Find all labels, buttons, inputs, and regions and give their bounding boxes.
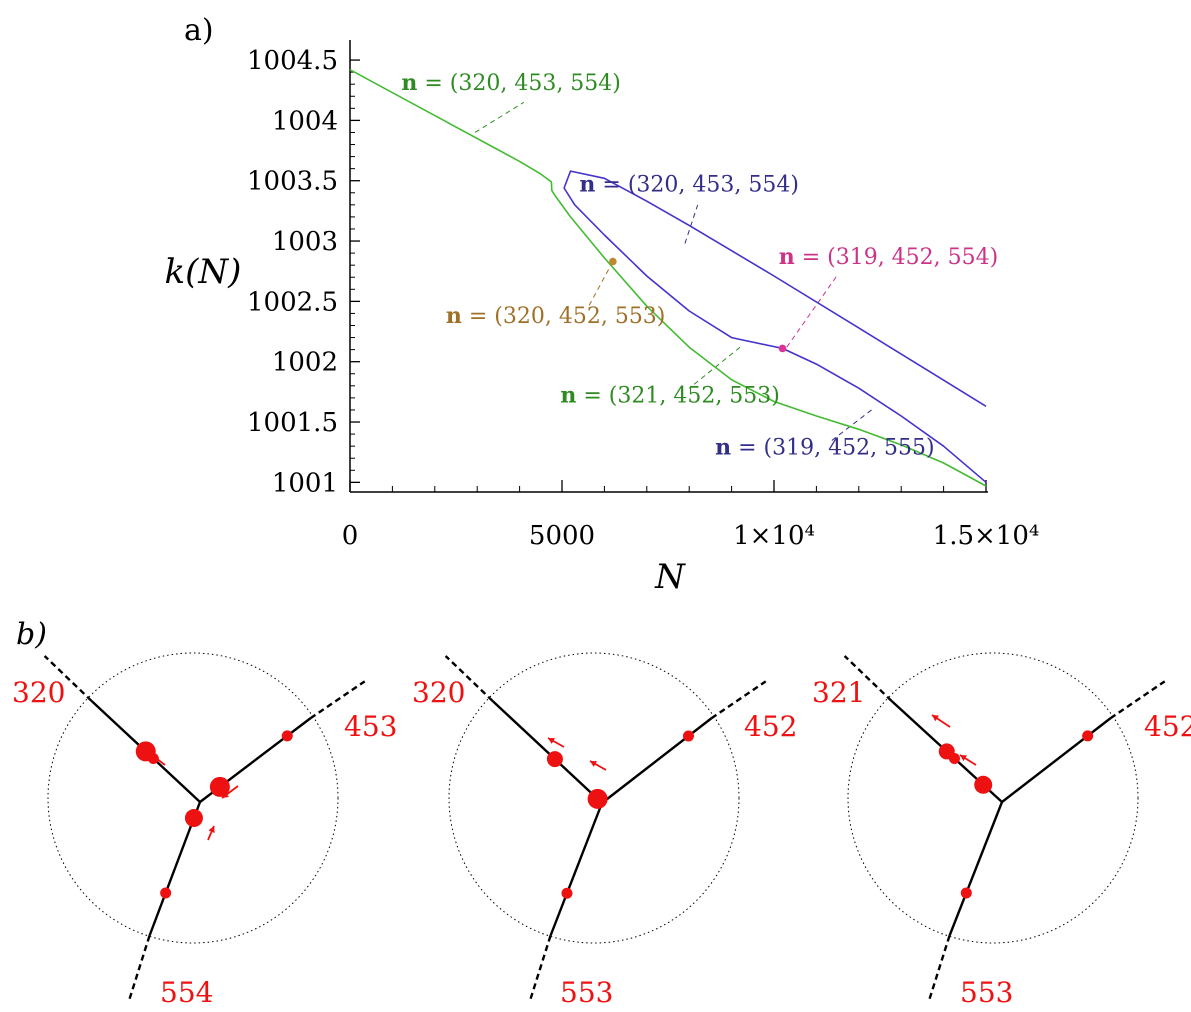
edge-dashed bbox=[529, 935, 552, 1000]
edge-label: 452 bbox=[744, 710, 797, 743]
large-node bbox=[546, 751, 563, 768]
y-tick-label: 1001.5 bbox=[247, 408, 338, 438]
edge-label: 452 bbox=[1144, 710, 1191, 743]
y-tick-label: 1002.5 bbox=[247, 287, 338, 317]
x-tick-label: 1×10⁴ bbox=[733, 521, 815, 551]
series-line-1 bbox=[349, 68, 987, 487]
small-node bbox=[682, 730, 694, 742]
data-point-2 bbox=[778, 344, 787, 353]
boundary-circle bbox=[448, 652, 740, 944]
arrow-head bbox=[208, 826, 215, 833]
arrow-head bbox=[148, 752, 155, 759]
annotation-leader-1 bbox=[474, 101, 525, 133]
y-tick-label: 1004 bbox=[272, 106, 338, 136]
edge-solid bbox=[1001, 717, 1112, 803]
arrow-head bbox=[590, 761, 597, 767]
data-point-1 bbox=[609, 257, 617, 266]
annotation-label-5: n = (321, 452, 553) bbox=[560, 383, 780, 409]
annotations: n = (320, 453, 554) n = (320, 453, 554) n … bbox=[401, 70, 998, 460]
y-tick-label: 1003.5 bbox=[247, 167, 338, 197]
y-tick-label: 1001 bbox=[272, 468, 338, 498]
annotation-leader-3 bbox=[786, 274, 839, 348]
small-node bbox=[1082, 730, 1094, 742]
edge-label: 553 bbox=[560, 976, 613, 1009]
graph-diagram-1: 320 453 554 bbox=[12, 652, 397, 1009]
edge-label: 320 bbox=[412, 676, 465, 709]
small-node bbox=[561, 887, 573, 899]
edge-dashed bbox=[309, 680, 366, 720]
panel-b-diagrams: 320 453 554 320 452 553 321 452 553 bbox=[12, 652, 1191, 1009]
edge-dashed bbox=[128, 935, 151, 1000]
major-ticks bbox=[349, 59, 987, 492]
large-node bbox=[135, 741, 156, 762]
boundary-circle bbox=[847, 652, 1139, 944]
y-axis-label: k(N) bbox=[165, 252, 242, 292]
edge-dashed bbox=[928, 935, 951, 1000]
arrow-head bbox=[932, 715, 939, 722]
arrow-head bbox=[548, 738, 555, 744]
edge-label: 321 bbox=[812, 676, 865, 709]
x-axis-label: N bbox=[654, 557, 686, 597]
edge-solid bbox=[601, 717, 713, 804]
edge-solid bbox=[948, 801, 1004, 937]
minor-ticks bbox=[350, 71, 945, 492]
annotation-label-1: n = (320, 453, 554) bbox=[401, 70, 621, 96]
large-node bbox=[974, 775, 993, 794]
edge-solid bbox=[549, 802, 604, 937]
edge-dashed bbox=[1109, 680, 1166, 720]
small-node bbox=[281, 730, 293, 742]
large-node bbox=[587, 788, 608, 809]
edge-dashed bbox=[710, 680, 767, 720]
annotation-label-3: n = (319, 452, 554) bbox=[779, 244, 999, 270]
large-node bbox=[938, 743, 955, 760]
annotation-leader-5 bbox=[688, 346, 741, 389]
boundary-circle bbox=[47, 652, 339, 944]
edge-solid bbox=[491, 699, 603, 804]
small-node bbox=[160, 887, 172, 899]
y-tick-label: 1002 bbox=[272, 348, 338, 378]
small-node bbox=[960, 887, 972, 899]
plot-axes bbox=[349, 40, 988, 493]
annotation-label-6: n = (319, 452, 555) bbox=[715, 435, 935, 461]
graph-diagram-2: 320 452 553 bbox=[412, 652, 797, 1009]
x-tick-label: 5000 bbox=[529, 521, 595, 551]
point-markers bbox=[609, 257, 787, 353]
large-node bbox=[184, 809, 203, 828]
edge-dashed bbox=[43, 655, 93, 702]
panel-a-label: a) bbox=[184, 13, 214, 48]
edge-label: 553 bbox=[960, 976, 1013, 1009]
annotation-leader-2 bbox=[684, 204, 699, 244]
annotation-leader-4 bbox=[587, 261, 614, 309]
edge-dashed bbox=[843, 655, 893, 702]
annotation-label-4: n = (320, 452, 553) bbox=[446, 303, 666, 329]
x-tick-label: 1.5×10⁴ bbox=[933, 521, 1040, 551]
arrow-head bbox=[222, 791, 229, 798]
graph-diagram-3: 321 452 553 bbox=[812, 652, 1191, 1009]
arrow-head bbox=[960, 755, 967, 762]
edge-label: 453 bbox=[344, 710, 397, 743]
tick-labels: 0 5000 1×10⁴ 1.5×10⁴ 1001 1001.5 1002 1002.5 100… bbox=[247, 46, 1039, 551]
annotation-label-2: n = (320, 453, 554) bbox=[579, 172, 799, 198]
panel-b-label: b) bbox=[16, 617, 47, 652]
series-lines bbox=[349, 68, 987, 487]
series-line-2 bbox=[563, 170, 987, 483]
y-tick-label: 1003 bbox=[272, 227, 338, 257]
x-tick-label: 0 bbox=[342, 521, 359, 551]
edge-dashed bbox=[444, 655, 494, 702]
edge-label: 554 bbox=[160, 976, 213, 1009]
y-tick-label: 1004.5 bbox=[247, 46, 338, 76]
annotation-leaders bbox=[474, 101, 872, 443]
edge-label: 320 bbox=[12, 676, 65, 709]
